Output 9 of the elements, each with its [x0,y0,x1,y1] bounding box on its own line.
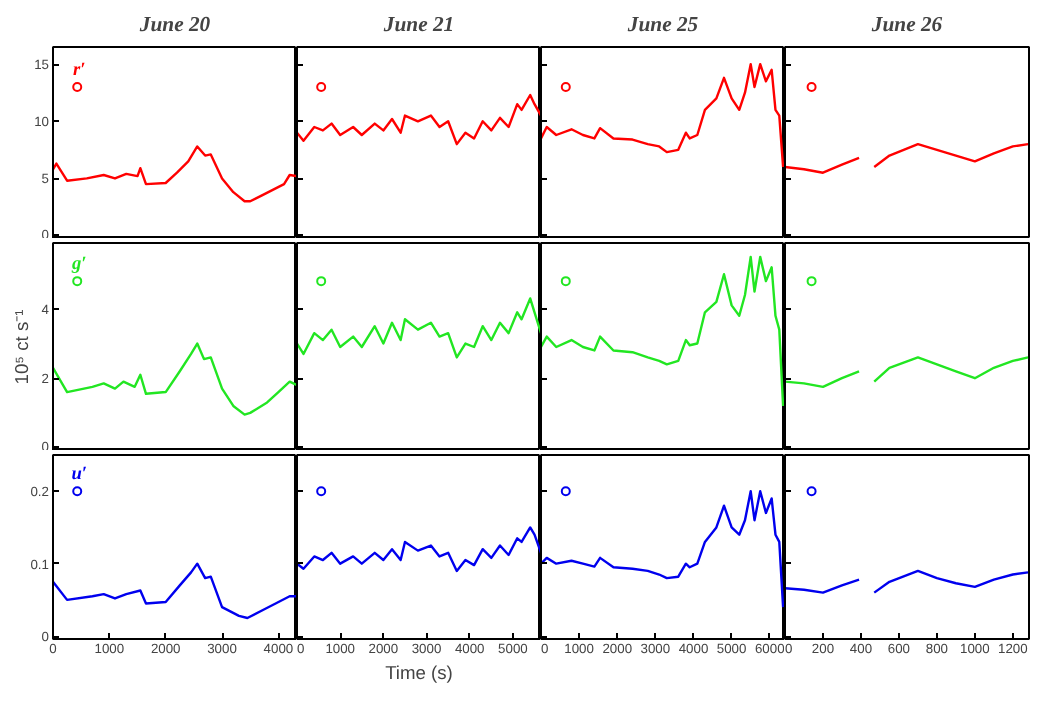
chart-title: June 20 [137,15,212,37]
chart-title: June 21 [381,15,455,37]
chart-title: June 26 [869,15,944,37]
annotation: u′ [71,465,88,486]
chart-title: June 25 [625,15,700,37]
x-axis-title: Time (s) [385,663,453,683]
annotation: r′ [72,61,87,81]
annotation: g′ [69,255,88,276]
y-axis-title: 10⁵ ct s⁻¹ [11,309,32,385]
